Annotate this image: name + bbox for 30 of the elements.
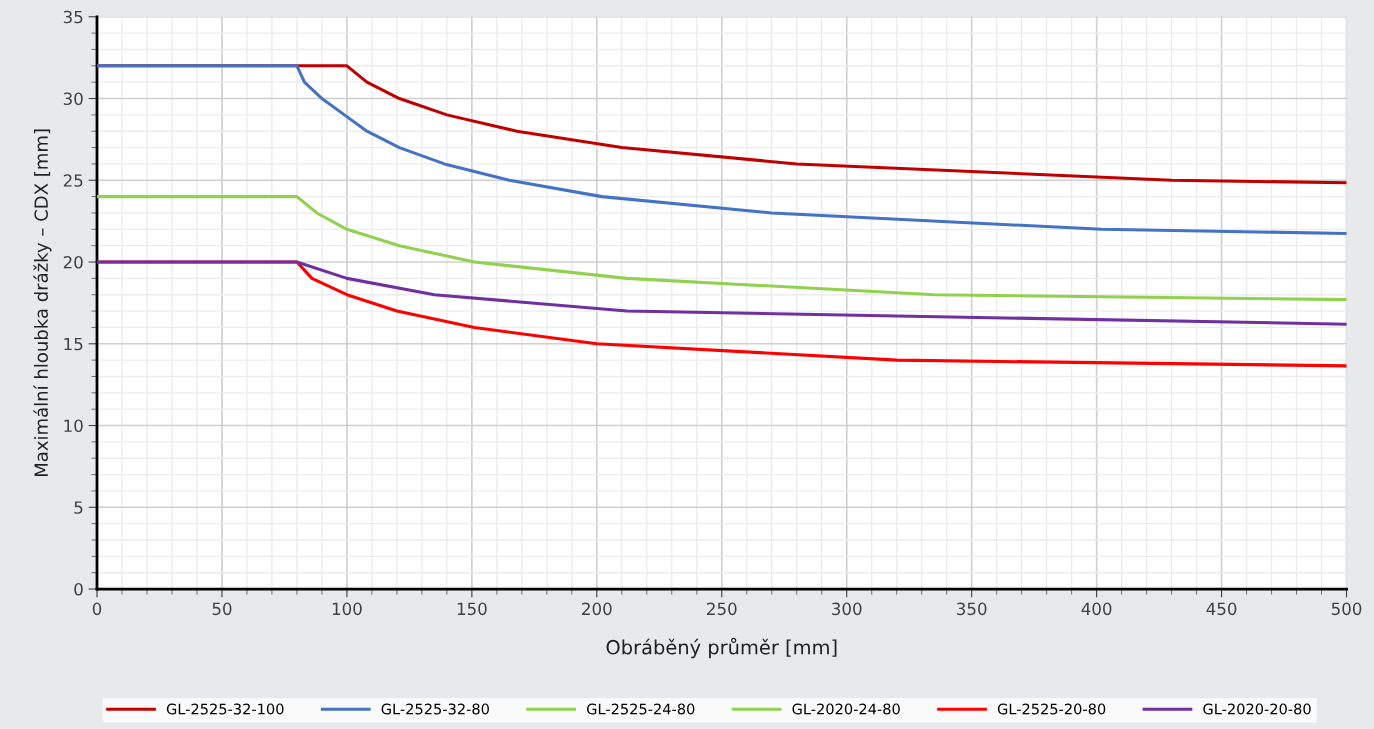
y-tick-label: 20	[63, 255, 83, 269]
x-tick-label: 0	[92, 602, 102, 616]
line-series	[97, 260, 1347, 326]
x-tick-label: 400	[1081, 602, 1112, 616]
x-tick-label: 50	[212, 602, 232, 616]
x-tick-label: 250	[707, 602, 737, 616]
x-tick-label: 500	[1331, 602, 1362, 616]
legend-label: GL-2525-32-100	[166, 703, 284, 715]
y-tick-label: 30	[63, 92, 83, 106]
x-tick-label: 150	[457, 602, 487, 616]
y-tick-label: 15	[64, 337, 83, 351]
y-tick-label: 0	[74, 582, 83, 596]
line-series	[97, 64, 1347, 235]
x-tick-label: 350	[957, 602, 987, 616]
x-tick-label: 200	[582, 602, 612, 616]
x-tick-label: 100	[332, 602, 362, 616]
legend-label: GL-2525-20-80	[997, 703, 1106, 715]
y-tick-label: 25	[63, 174, 83, 187]
x-axis-title: Obráběný průměr [mm]	[606, 637, 837, 659]
legend-label: GL-2525-24-80	[586, 703, 695, 715]
legend-label: GL-2020-24-80	[792, 703, 900, 715]
line-series	[97, 195, 1347, 302]
y-axis-title: Maximální hloubka drážky – CDX [mm]	[33, 129, 52, 477]
y-tick-label: 5	[74, 501, 83, 514]
x-tick-label: 300	[832, 602, 862, 616]
y-tick-label: 35	[63, 10, 83, 24]
y-tick-label: 10	[64, 419, 83, 433]
legend-label: GL-2020-20-80	[1203, 703, 1311, 715]
legend-label: GL-2525-32-80	[381, 703, 489, 715]
x-tick-label: 450	[1206, 602, 1237, 616]
